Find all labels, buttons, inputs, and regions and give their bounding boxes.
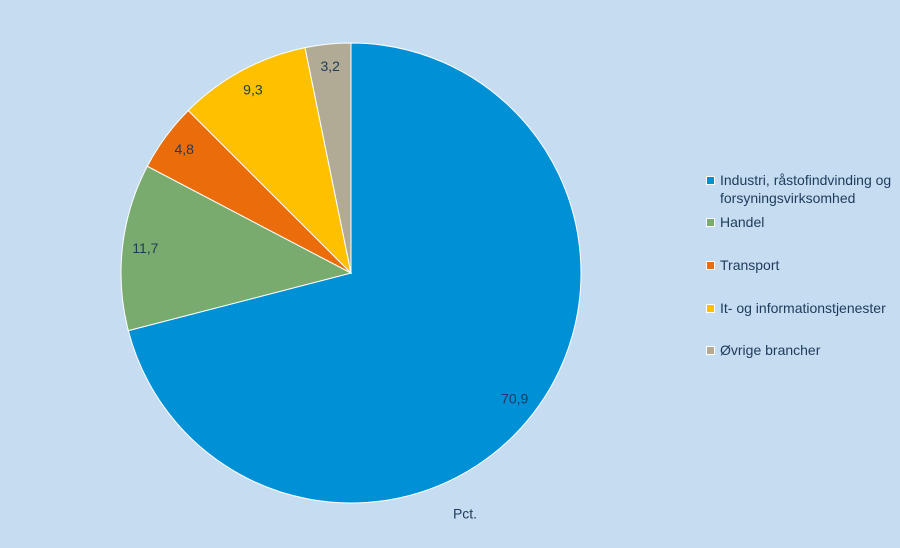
pie-slice: [120, 165, 353, 332]
pie-slice: [187, 47, 352, 275]
data-label: 3,2: [320, 58, 340, 74]
data-label: 11,7: [132, 240, 158, 256]
legend-label: Industri, råstofindvinding og forsynings…: [720, 172, 892, 206]
legend-label: It- og informationstjenester: [720, 300, 886, 316]
legend: Industri, råstofindvinding og forsynings…: [706, 171, 900, 359]
data-label: 70,9: [501, 390, 528, 406]
legend-swatch: [706, 176, 715, 185]
legend-swatch: [706, 346, 715, 355]
unit-label: Pct.: [453, 506, 477, 522]
legend-swatch: [706, 261, 715, 270]
legend-item: Øvrige brancher: [706, 341, 900, 359]
legend-label: Øvrige brancher: [720, 342, 821, 358]
legend-item: It- og informationstjenester: [706, 299, 900, 317]
legend-swatch: [706, 218, 715, 227]
legend-swatch: [706, 304, 715, 313]
pie-slice: [127, 42, 582, 504]
legend-item: Handel: [706, 213, 900, 231]
legend-label: Transport: [720, 257, 780, 273]
data-label: 9,3: [243, 81, 263, 97]
data-label: 4,8: [174, 141, 194, 157]
legend-item: Industri, råstofindvinding og forsynings…: [706, 171, 900, 207]
legend-label: Handel: [720, 214, 765, 230]
legend-item: Transport: [706, 256, 900, 274]
pie-slice: [304, 42, 352, 274]
